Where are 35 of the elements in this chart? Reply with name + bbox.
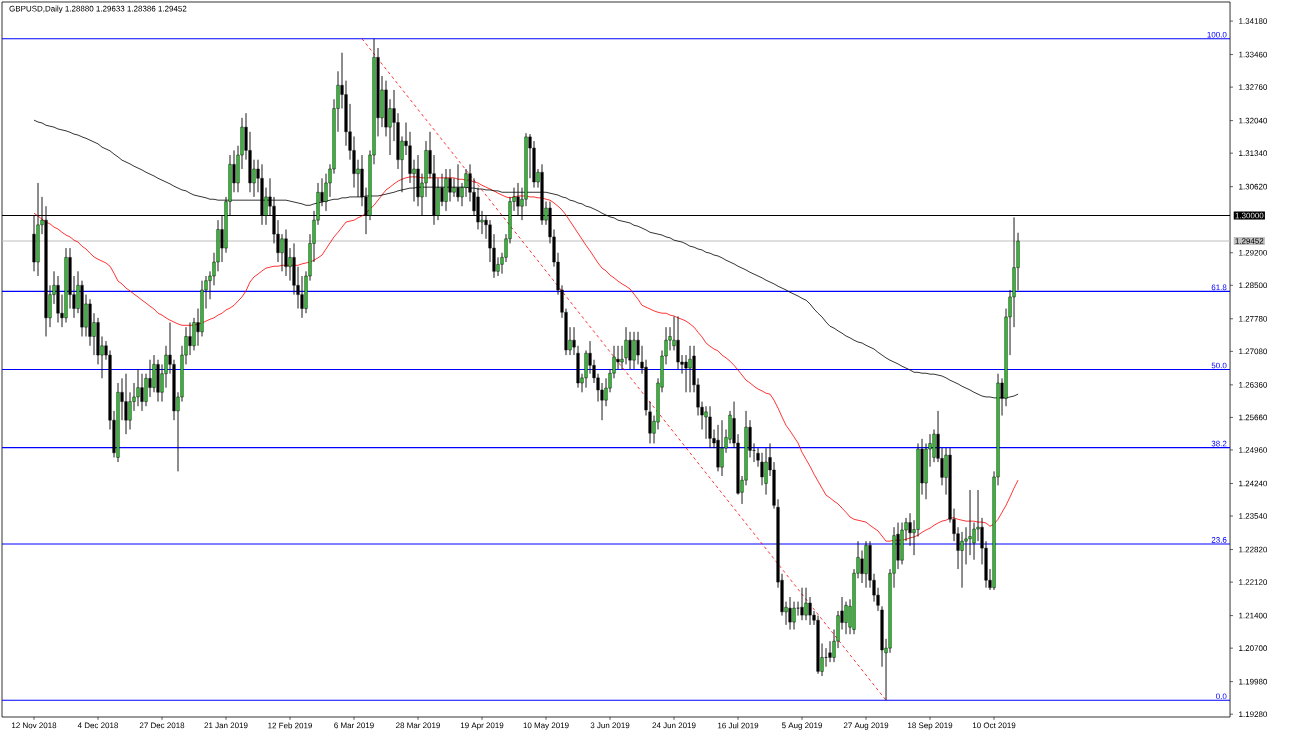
candlestick [960,531,964,589]
candlestick [792,601,796,630]
candlestick [444,168,448,212]
candlestick [624,326,628,365]
candlestick [708,405,712,449]
candlestick [932,429,936,463]
candlestick [616,345,620,370]
candlestick [188,322,192,356]
candlestick [140,373,144,412]
candlestick [156,359,160,403]
candlestick [688,345,692,393]
candlestick [720,419,724,477]
candlestick [284,229,288,277]
candlestick [628,331,632,370]
candlestick [148,359,152,398]
candlestick [124,373,128,435]
candlestick [448,168,452,203]
candlestick [116,382,120,463]
candlestick [456,163,460,203]
candlestick [632,331,636,370]
candlestick [844,601,848,635]
candlestick [864,540,868,589]
candlestick [280,233,284,272]
candlestick [800,587,804,621]
candlestick [56,275,60,323]
candlestick [676,316,680,370]
candlestick [716,424,720,472]
candlestick [816,615,820,675]
candlestick [900,522,904,565]
candlestick [804,587,808,621]
candlestick [64,247,68,323]
candlestick [788,596,792,630]
candlestick [764,447,768,496]
candlestick [136,368,140,407]
candlestick [152,354,156,393]
